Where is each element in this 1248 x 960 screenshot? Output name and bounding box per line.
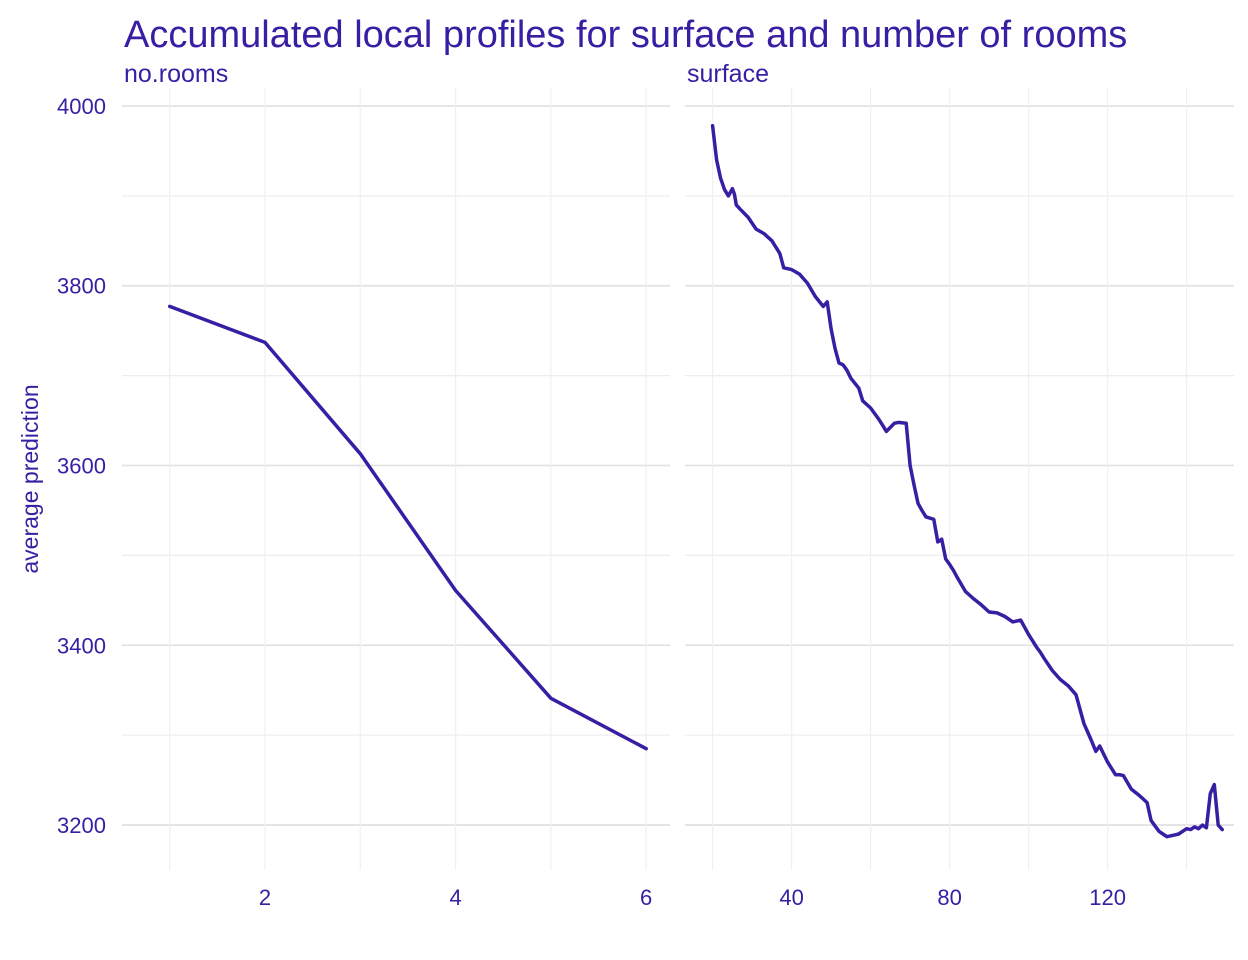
x-tick-label: 6	[640, 885, 652, 910]
panel-strip-label: surface	[687, 60, 769, 88]
x-tick-label: 80	[937, 885, 961, 910]
y-axis-title: average prediction	[17, 384, 43, 573]
panel-strip-label: no.rooms	[124, 60, 228, 88]
y-tick-label: 3400	[57, 633, 106, 658]
panels-layer: 3200 3400 3600 3800 4000 no.rooms 2 4 6 surface 40…	[57, 60, 1234, 910]
panel-no-rooms: no.rooms 2 4 6	[122, 60, 670, 910]
y-tick-label: 3600	[57, 454, 106, 479]
x-tick-label: 40	[779, 885, 803, 910]
y-tick-label: 4000	[57, 94, 106, 119]
y-axis-label-group: average prediction	[17, 384, 43, 573]
y-tick-label: 3800	[57, 274, 106, 299]
series-line	[710, 124, 1224, 839]
x-tick-label: 4	[449, 885, 461, 910]
chart-title: Accumulated local profiles for surface a…	[124, 14, 1128, 56]
x-tick-label: 120	[1089, 885, 1126, 910]
x-tick-label: 2	[259, 885, 271, 910]
panel-surface: surface 40 80 120	[685, 60, 1234, 910]
series-line	[167, 304, 648, 751]
y-tick-label: 3200	[57, 813, 106, 838]
